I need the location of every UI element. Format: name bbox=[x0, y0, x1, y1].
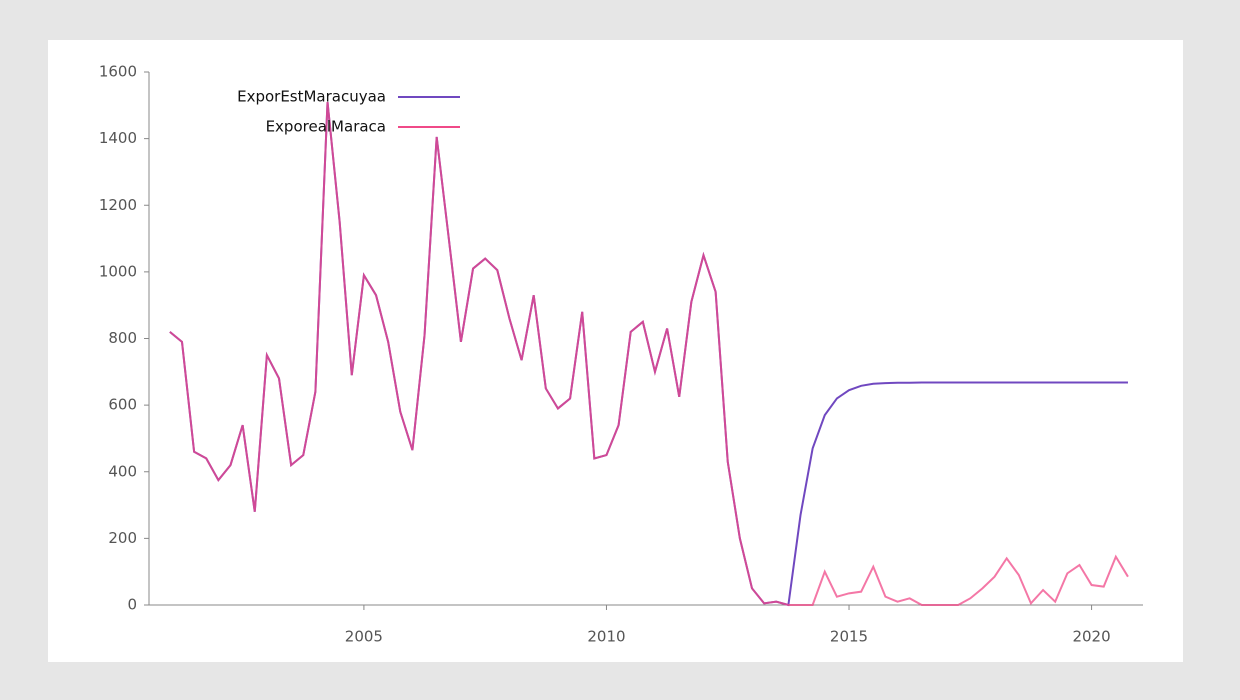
y-tick-label: 0 bbox=[127, 596, 137, 614]
y-tick-label: 800 bbox=[108, 329, 137, 347]
y-tick-label: 1200 bbox=[99, 196, 137, 214]
x-tick-label: 2005 bbox=[345, 628, 383, 646]
chart-panel bbox=[48, 40, 1183, 662]
y-tick-label: 400 bbox=[108, 462, 137, 480]
x-tick-label: 2020 bbox=[1072, 628, 1110, 646]
x-tick-label: 2010 bbox=[587, 628, 625, 646]
x-tick-label: 2015 bbox=[830, 628, 868, 646]
legend-label: ExporEstMaracuyaa bbox=[237, 88, 386, 106]
legend-label: ExporealMaraca bbox=[266, 118, 386, 136]
y-tick-label: 1400 bbox=[99, 129, 137, 147]
y-tick-label: 1600 bbox=[99, 63, 137, 81]
y-tick-label: 600 bbox=[108, 396, 137, 414]
y-tick-label: 200 bbox=[108, 529, 137, 547]
y-tick-label: 1000 bbox=[99, 262, 137, 280]
series-line bbox=[169, 101, 1129, 606]
